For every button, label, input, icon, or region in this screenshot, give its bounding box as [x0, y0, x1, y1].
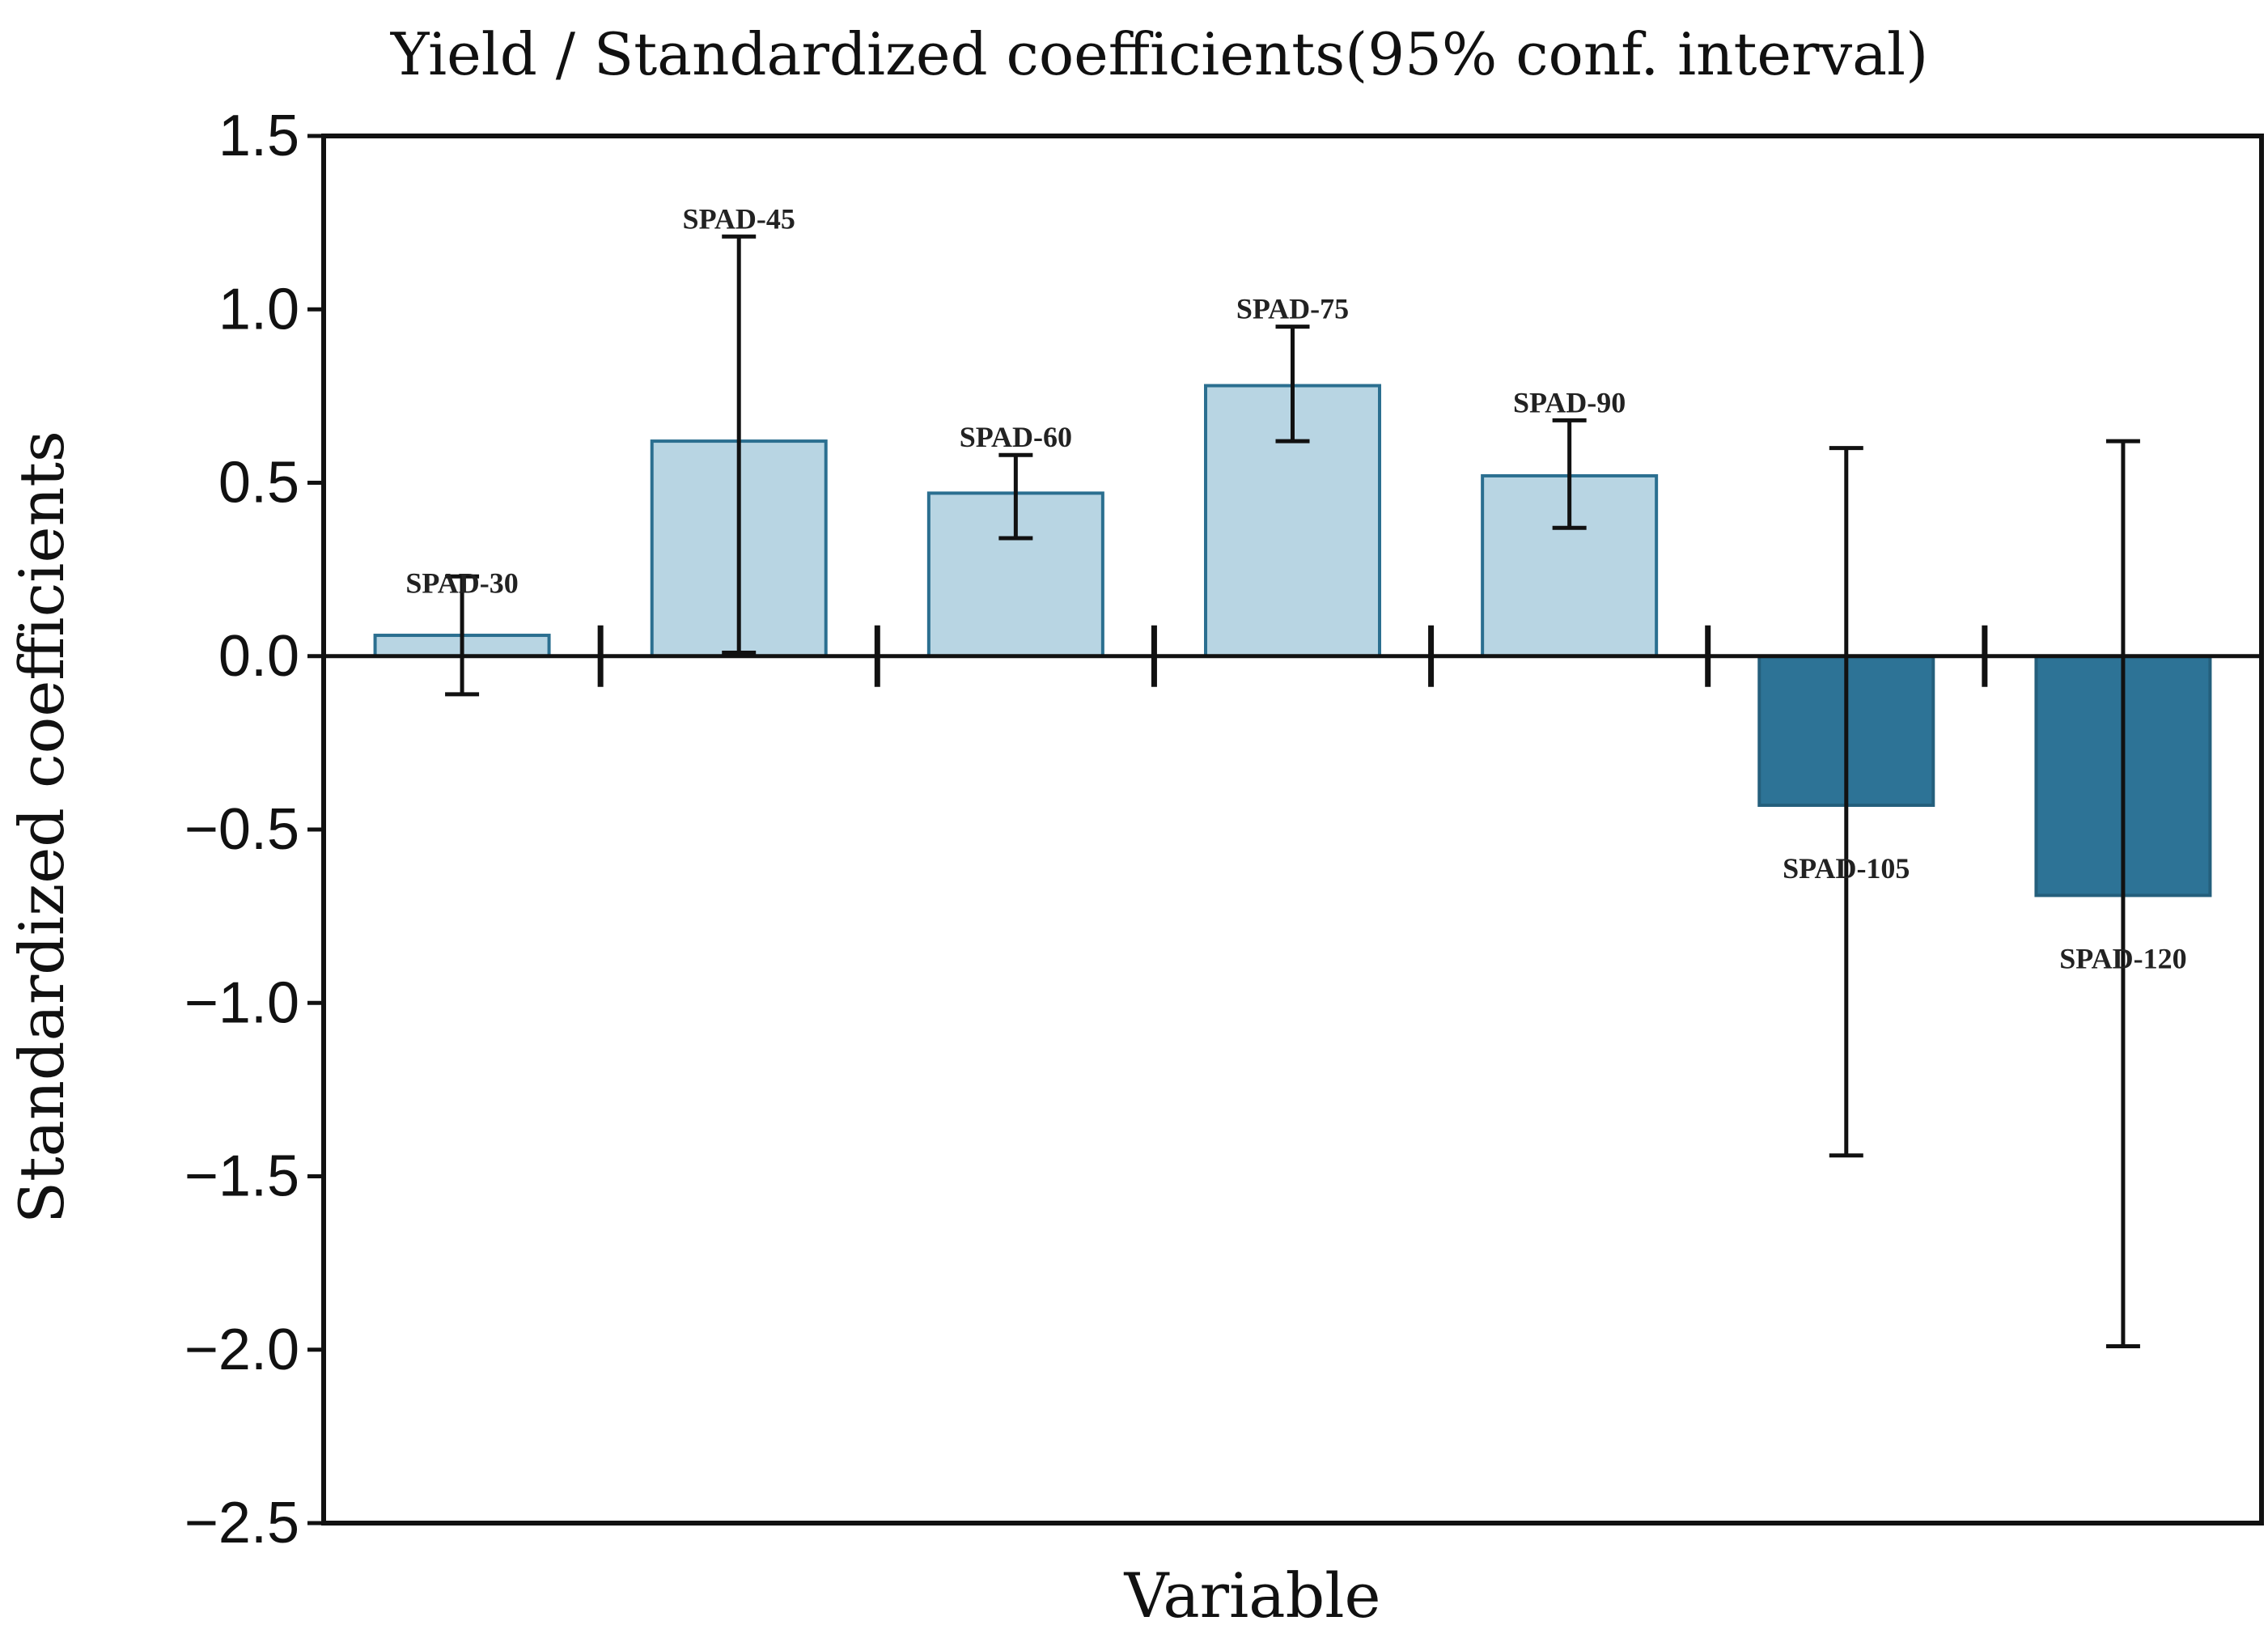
bars	[373, 384, 2212, 898]
bar-label-spad-105: SPAD-105	[1783, 852, 1910, 885]
y-tick-label: 0.5	[218, 451, 299, 516]
error-bar-spad-60	[998, 452, 1033, 541]
bar-label-spad-45: SPAD-45	[683, 202, 795, 235]
y-tick-label: −1.0	[184, 970, 299, 1035]
x-axis-label: Variable	[1123, 1559, 1380, 1632]
y-axis-label: Standardized coefficients	[6, 431, 78, 1224]
bar-label-spad-30: SPAD-30	[405, 567, 518, 599]
y-tick-label: −1.5	[184, 1144, 299, 1209]
y-tick-label: −2.0	[184, 1318, 299, 1382]
y-tick-label: 0.0	[218, 624, 299, 689]
y-tick-label: 1.5	[218, 104, 299, 168]
error-bar-spad-75	[1275, 325, 1310, 443]
error-bar-spad-105	[1829, 446, 1863, 1158]
error-bar-spad-45	[722, 234, 757, 655]
error-bar-spad-30	[445, 574, 480, 697]
bar-labels: SPAD-30 SPAD-45 SPAD-60 SPAD-75 SPAD-90 SPAD-…	[405, 202, 2186, 974]
bar-label-spad-75: SPAD-75	[1236, 293, 1349, 325]
bar-label-spad-120: SPAD-120	[2059, 942, 2186, 974]
bar-label-spad-60: SPAD-60	[960, 421, 1072, 453]
error-bar-spad-120	[2105, 439, 2140, 1348]
y-ticks: 1.5 1.0 0.5 0.0 −0.5 −1.0 −1.5 −2.0 −2.5	[184, 104, 324, 1555]
zero-line-group	[324, 625, 2262, 687]
y-tick-label: −2.5	[184, 1491, 299, 1555]
y-tick-label: −0.5	[184, 797, 299, 862]
bar-label-spad-90: SPAD-90	[1513, 386, 1626, 418]
chart-title: Yield / Standardized coefficients(95% co…	[390, 20, 1928, 88]
plot-frame	[321, 134, 2264, 1526]
error-bar-spad-90	[1552, 418, 1587, 530]
error-bars	[445, 234, 2140, 1348]
y-tick-label: 1.0	[218, 277, 299, 342]
